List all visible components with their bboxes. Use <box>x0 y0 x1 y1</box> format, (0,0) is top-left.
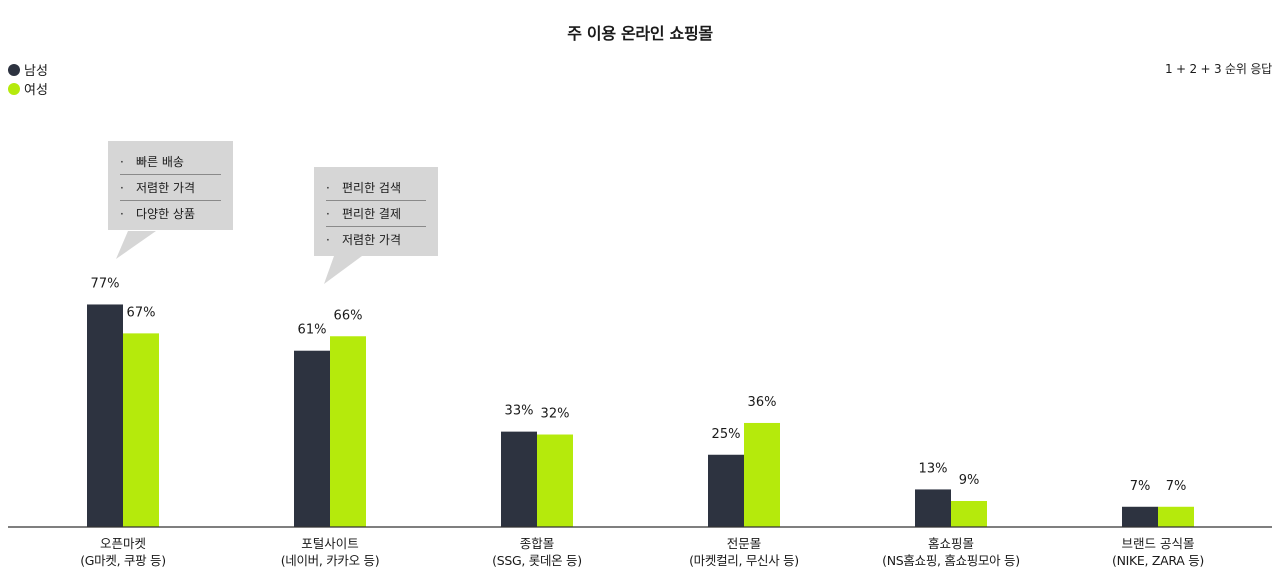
data-label: 7% <box>1166 479 1187 494</box>
bar-female <box>951 500 987 527</box>
data-label: 33% <box>505 404 534 419</box>
data-label: 36% <box>748 395 777 410</box>
response-note: 1 + 2 + 3 순위 응답 <box>1164 62 1272 76</box>
bar-male <box>294 350 330 527</box>
category-sublabel: (SSG, 롯데온 등) <box>492 553 582 568</box>
callout-item-label: 빠른 배송 <box>136 155 184 169</box>
bar-female <box>537 434 573 527</box>
data-label: 66% <box>334 308 363 323</box>
data-label: 7% <box>1130 479 1151 494</box>
category-sublabel: (G마켓, 쿠팡 등) <box>80 553 166 568</box>
callout-box: · 편리한 검색 · 편리한 결제 · 저렴한 가격 <box>314 167 438 256</box>
bar-female <box>123 333 159 527</box>
legend-swatch-female <box>8 82 20 95</box>
bar-male <box>1122 506 1158 527</box>
callout-item-label: 저렴한 가격 <box>342 233 402 247</box>
callout-item: · 빠른 배송 <box>120 149 221 175</box>
category-label: 브랜드 공식몰 <box>1122 536 1195 551</box>
callout-item: · 편리한 검색 <box>326 175 426 201</box>
data-label: 77% <box>91 276 120 291</box>
callout-item: · 저렴한 가격 <box>120 175 221 201</box>
bar-female <box>330 336 366 527</box>
category-sublabel: (네이버, 카카오 등) <box>281 553 380 568</box>
callout-portal: · 편리한 검색 · 편리한 결제 · 저렴한 가격 <box>314 167 438 256</box>
data-label: 25% <box>712 427 741 442</box>
bullet: · <box>120 206 124 221</box>
category-label: 종합몰 <box>520 536 555 551</box>
bullet: · <box>120 154 124 169</box>
callout-tail <box>324 256 362 284</box>
legend-item-male: 남성 <box>8 60 48 79</box>
legend-label-male: 남성 <box>24 64 48 79</box>
bar-male <box>708 454 744 527</box>
category-label: 오픈마켓 <box>100 536 146 551</box>
data-label: 13% <box>919 461 948 476</box>
bar-female <box>1158 506 1194 527</box>
category-sublabel: (마켓컬리, 무신사 등) <box>689 553 799 568</box>
data-label: 67% <box>127 305 156 320</box>
bar-male <box>501 431 537 527</box>
legend-swatch-male <box>8 63 20 76</box>
category-label: 포털사이트 <box>301 536 359 551</box>
bar-male <box>87 304 123 527</box>
callout-box: · 빠른 배송 · 저렴한 가격 · 다양한 상품 <box>108 141 233 230</box>
category-label: 홈쇼핑몰 <box>928 536 974 551</box>
bar-female <box>744 422 780 527</box>
data-label: 9% <box>959 473 980 488</box>
callout-item: · 편리한 결제 <box>326 201 426 227</box>
callout-item: · 다양한 상품 <box>120 201 221 226</box>
bullet: · <box>120 180 124 195</box>
callout-open-market: · 빠른 배송 · 저렴한 가격 · 다양한 상품 <box>108 141 233 230</box>
legend-item-female: 여성 <box>8 79 48 98</box>
callout-item-label: 편리한 결제 <box>342 207 402 221</box>
callout-item-label: 다양한 상품 <box>136 207 196 221</box>
callout-item: · 저렴한 가격 <box>326 227 426 252</box>
bullet: · <box>326 206 330 221</box>
callout-tail <box>116 231 156 259</box>
data-label: 32% <box>541 407 570 422</box>
bullet: · <box>326 232 330 247</box>
callout-item-label: 편리한 검색 <box>342 181 402 195</box>
bullet: · <box>326 180 330 195</box>
legend-label-female: 여성 <box>24 83 48 98</box>
category-label: 전문몰 <box>727 536 762 551</box>
bar-male <box>915 489 951 527</box>
legend: 남성 여성 <box>8 60 48 98</box>
category-sublabel: (NS홈쇼핑, 홈쇼핑모아 등) <box>882 553 1020 568</box>
data-label: 61% <box>298 323 327 338</box>
chart-title: 주 이용 온라인 쇼핑몰 <box>567 24 713 43</box>
callout-item-label: 저렴한 가격 <box>136 181 196 195</box>
category-sublabel: (NIKE, ZARA 등) <box>1112 553 1204 568</box>
